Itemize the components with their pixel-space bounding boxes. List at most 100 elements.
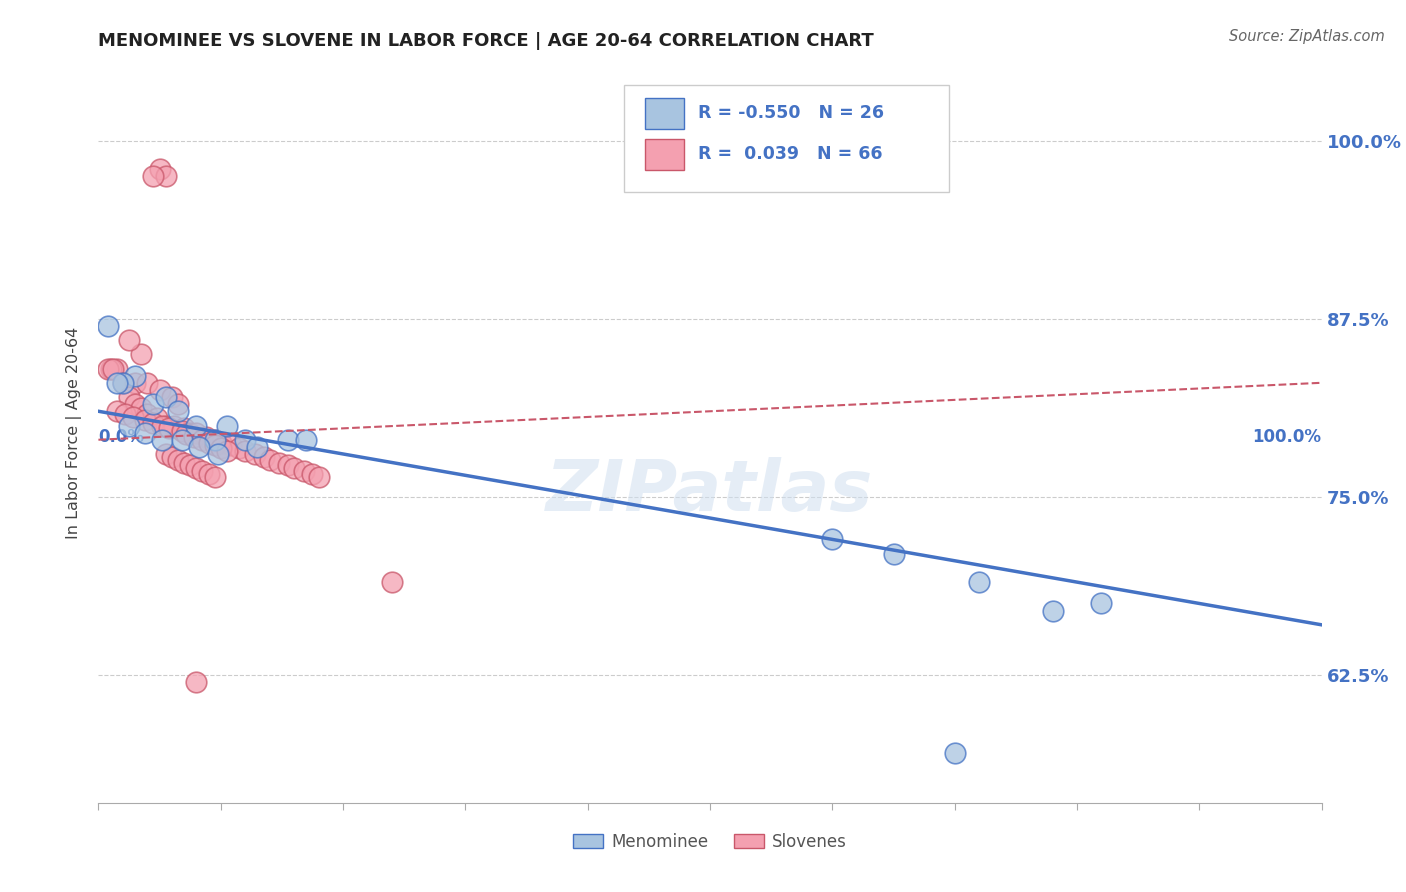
Point bbox=[121, 409, 143, 424]
Point bbox=[176, 427, 198, 442]
Point bbox=[209, 435, 232, 450]
Point bbox=[149, 383, 172, 397]
Point bbox=[191, 464, 214, 478]
Point bbox=[179, 425, 201, 440]
Point bbox=[243, 447, 266, 461]
Point bbox=[150, 418, 173, 433]
Point bbox=[233, 444, 256, 458]
Bar bbox=[645, 138, 685, 169]
Text: Source: ZipAtlas.com: Source: ZipAtlas.com bbox=[1229, 29, 1385, 44]
Point bbox=[173, 456, 195, 470]
Point bbox=[209, 442, 232, 456]
Point bbox=[118, 333, 141, 347]
Point bbox=[105, 404, 128, 418]
Point bbox=[187, 440, 209, 454]
Point bbox=[157, 421, 180, 435]
Point bbox=[277, 458, 299, 473]
Point bbox=[167, 404, 190, 418]
Point bbox=[136, 376, 159, 390]
Point bbox=[1090, 597, 1112, 611]
Point bbox=[142, 416, 165, 430]
Point bbox=[277, 433, 299, 447]
Point bbox=[170, 424, 193, 438]
Point bbox=[943, 746, 966, 760]
Point bbox=[114, 407, 136, 421]
Point bbox=[134, 425, 156, 440]
Point bbox=[167, 397, 190, 411]
Point bbox=[259, 452, 281, 467]
Point bbox=[97, 318, 120, 333]
Point bbox=[283, 461, 305, 475]
Point bbox=[186, 674, 208, 689]
Point bbox=[129, 347, 152, 361]
Point bbox=[215, 418, 238, 433]
Point bbox=[124, 376, 146, 390]
Point bbox=[179, 458, 201, 473]
FancyBboxPatch shape bbox=[624, 85, 949, 192]
Point bbox=[204, 469, 226, 483]
Point bbox=[967, 575, 990, 590]
Text: ZIPatlas: ZIPatlas bbox=[547, 458, 873, 526]
Point bbox=[292, 464, 315, 478]
Point bbox=[381, 575, 404, 590]
Point bbox=[252, 450, 274, 464]
Point bbox=[134, 413, 156, 427]
Point bbox=[301, 467, 323, 481]
Point bbox=[191, 433, 214, 447]
Text: R =  0.039   N = 66: R = 0.039 N = 66 bbox=[697, 145, 883, 162]
Point bbox=[215, 444, 238, 458]
Point bbox=[228, 442, 250, 456]
Point bbox=[146, 411, 169, 425]
Legend: Menominee, Slovenes: Menominee, Slovenes bbox=[567, 826, 853, 857]
Point bbox=[170, 433, 193, 447]
Point bbox=[173, 421, 195, 435]
Text: 100.0%: 100.0% bbox=[1253, 428, 1322, 446]
Point bbox=[149, 162, 172, 177]
Point bbox=[204, 433, 226, 447]
Point bbox=[186, 418, 208, 433]
Text: R = -0.550   N = 26: R = -0.550 N = 26 bbox=[697, 103, 884, 122]
Point bbox=[129, 401, 152, 416]
Point bbox=[160, 450, 183, 464]
Bar bbox=[645, 98, 685, 129]
Point bbox=[246, 440, 269, 454]
Point bbox=[197, 435, 219, 450]
Point bbox=[883, 547, 905, 561]
Text: MENOMINEE VS SLOVENE IN LABOR FORCE | AGE 20-64 CORRELATION CHART: MENOMINEE VS SLOVENE IN LABOR FORCE | AG… bbox=[98, 32, 875, 50]
Point bbox=[155, 390, 177, 404]
Point bbox=[142, 397, 165, 411]
Point bbox=[155, 447, 177, 461]
Point bbox=[204, 433, 226, 447]
Point bbox=[821, 533, 844, 547]
Point bbox=[142, 169, 165, 184]
Point bbox=[1042, 604, 1064, 618]
Point bbox=[150, 433, 173, 447]
Point bbox=[100, 361, 122, 376]
Point bbox=[124, 368, 146, 383]
Point bbox=[219, 438, 242, 452]
Point bbox=[155, 169, 177, 184]
Text: 0.0%: 0.0% bbox=[98, 428, 145, 446]
Point bbox=[124, 397, 146, 411]
Point bbox=[97, 361, 120, 376]
Point bbox=[197, 467, 219, 481]
Point bbox=[101, 361, 124, 376]
Point bbox=[163, 418, 186, 433]
Point bbox=[269, 456, 291, 470]
Point bbox=[160, 390, 183, 404]
Point bbox=[105, 376, 128, 390]
Point bbox=[204, 438, 226, 452]
Point bbox=[295, 433, 318, 447]
Point bbox=[111, 376, 134, 390]
Y-axis label: In Labor Force | Age 20-64: In Labor Force | Age 20-64 bbox=[66, 326, 83, 539]
Point bbox=[105, 361, 128, 376]
Point bbox=[136, 407, 159, 421]
Point bbox=[186, 461, 208, 475]
Point bbox=[111, 376, 134, 390]
Point bbox=[183, 430, 205, 444]
Point bbox=[186, 425, 208, 440]
Point bbox=[155, 418, 177, 433]
Point bbox=[195, 430, 218, 444]
Point bbox=[308, 469, 330, 483]
Point bbox=[118, 418, 141, 433]
